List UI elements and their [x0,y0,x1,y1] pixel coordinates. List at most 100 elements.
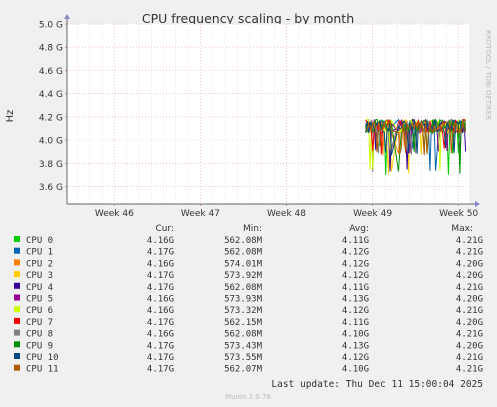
legend: CPU 0 4.16G 562.08M 4.11G 4.21G CPU 1 4.17G 562… [14,236,483,375]
legend-name-cpu-3: CPU 3 [26,271,53,281]
legend-swatch-cpu-8 [14,329,20,336]
legend-max-cpu-7: 4.20G [456,318,483,328]
plot-area [67,24,469,204]
legend-cur-cpu-9: 4.17G [147,341,174,351]
chart-title: CPU frequency scaling - by month [142,11,354,26]
legend-name-cpu-1: CPU 1 [26,248,53,258]
series-lines [365,117,467,176]
legend-max-cpu-5: 4.20G [456,295,483,305]
y-tick-label: 4.6 G [39,67,63,77]
x-tick-label: Week 49 [353,209,392,219]
legend-swatch-cpu-9 [14,341,20,348]
legend-name-cpu-6: CPU 6 [26,306,53,316]
legend-name-cpu-10: CPU 10 [26,353,59,363]
legend-avg-cpu-0: 4.11G [342,236,369,246]
legend-swatch-cpu-4 [14,282,20,289]
legend-avg-cpu-10: 4.12G [342,353,369,363]
legend-header-avg: Avg: [349,224,369,234]
legend-cur-cpu-0: 4.16G [147,236,174,246]
legend-name-cpu-7: CPU 7 [26,318,53,328]
grid-lines [67,23,469,204]
legend-min-cpu-4: 562.08M [224,283,263,293]
legend-min-cpu-2: 574.01M [224,259,263,269]
legend-max-cpu-10: 4.21G [456,353,483,363]
y-axis-arrow [64,14,70,19]
legend-min-cpu-9: 573.43M [224,341,263,351]
y-tick-label: 3.6 G [39,183,63,193]
legend-min-cpu-6: 573.32M [224,306,263,316]
legend-name-cpu-11: CPU 11 [26,365,59,375]
last-update: Last update: Thu Dec 11 15:00:04 2025 [271,379,483,390]
legend-avg-cpu-11: 4.10G [342,365,369,375]
legend-swatch-cpu-2 [14,259,20,266]
legend-swatch-cpu-3 [14,271,20,278]
legend-max-cpu-0: 4.21G [456,236,483,246]
x-tick-label: Week 50 [439,209,478,219]
x-axis-arrow [475,201,480,207]
legend-avg-cpu-1: 4.12G [342,248,369,258]
legend-name-cpu-9: CPU 9 [26,341,53,351]
legend-header-cur: Cur: [155,224,174,234]
legend-header-min: Min: [243,224,262,234]
x-tick-label: Week 46 [95,209,134,219]
legend-header-max: Max: [451,224,473,234]
legend-min-cpu-3: 573.92M [224,271,263,281]
legend-cur-cpu-10: 4.17G [147,353,174,363]
legend-cur-cpu-3: 4.17G [147,271,174,281]
legend-avg-cpu-3: 4.12G [342,271,369,281]
legend-max-cpu-3: 4.20G [456,271,483,281]
legend-swatch-cpu-11 [14,364,20,371]
legend-avg-cpu-9: 4.13G [342,341,369,351]
legend-min-cpu-7: 562.15M [224,318,263,328]
legend-cur-cpu-11: 4.17G [147,365,174,375]
legend-min-cpu-5: 573.93M [224,295,263,305]
legend-swatch-cpu-6 [14,306,20,313]
legend-name-cpu-5: CPU 5 [26,295,53,305]
y-tick-labels: 3.6 G 3.8 G 4.0 G 4.2 G 4.4 G 4.6 G 4.8 G 5.0 G [39,21,63,194]
legend-avg-cpu-6: 4.12G [342,306,369,316]
y-tick-label: 3.8 G [39,160,63,170]
legend-name-cpu-4: CPU 4 [26,283,53,293]
y-tick-label: 4.0 G [39,137,63,147]
legend-max-cpu-2: 4.20G [456,259,483,269]
legend-swatch-cpu-5 [14,294,20,301]
legend-swatch-cpu-10 [14,353,20,359]
legend-avg-cpu-2: 4.12G [342,259,369,269]
legend-avg-cpu-7: 4.11G [342,318,369,328]
legend-max-cpu-1: 4.21G [456,248,483,258]
x-tick-label: Week 48 [267,209,306,219]
legend-avg-cpu-5: 4.13G [342,295,369,305]
legend-min-cpu-0: 562.08M [224,236,263,246]
axes [64,14,480,207]
legend-min-cpu-11: 562.07M [224,365,263,375]
legend-cur-cpu-2: 4.16G [147,259,174,269]
legend-swatch-cpu-1 [14,247,20,254]
legend-name-cpu-2: CPU 2 [26,259,53,269]
legend-avg-cpu-8: 4.10G [342,330,369,340]
legend-swatch-cpu-0 [14,236,20,242]
series-line-cpu-11 [365,118,467,156]
legend-cur-cpu-4: 4.17G [147,283,174,293]
legend-min-cpu-8: 562.08M [224,330,263,340]
legend-min-cpu-1: 562.08M [224,248,263,258]
legend-swatch-cpu-7 [14,317,20,324]
y-tick-label: 4.4 G [39,90,63,100]
legend-max-cpu-6: 4.21G [456,306,483,316]
legend-max-cpu-4: 4.21G [456,283,483,293]
legend-min-cpu-10: 573.55M [224,353,263,363]
legend-cur-cpu-5: 4.16G [147,295,174,305]
legend-cur-cpu-8: 4.16G [147,330,174,340]
y-tick-label: 4.8 G [39,44,63,54]
legend-max-cpu-8: 4.21G [456,330,483,340]
legend-avg-cpu-4: 4.11G [342,283,369,293]
y-tick-label: 4.2 G [39,113,63,123]
x-tick-label: Week 47 [181,209,220,219]
munin-version: Munin 2.0.76 [225,393,271,401]
legend-cur-cpu-6: 4.16G [147,306,174,316]
legend-headers: Cur: Min: Avg: Max: [155,224,473,234]
legend-cur-cpu-7: 4.17G [147,318,174,328]
rrdtool-watermark: RRDTOOL / TOBI OETIKER [484,30,492,120]
legend-name-cpu-8: CPU 8 [26,330,53,340]
legend-max-cpu-9: 4.20G [456,341,483,351]
y-tick-label: 5.0 G [39,21,63,31]
